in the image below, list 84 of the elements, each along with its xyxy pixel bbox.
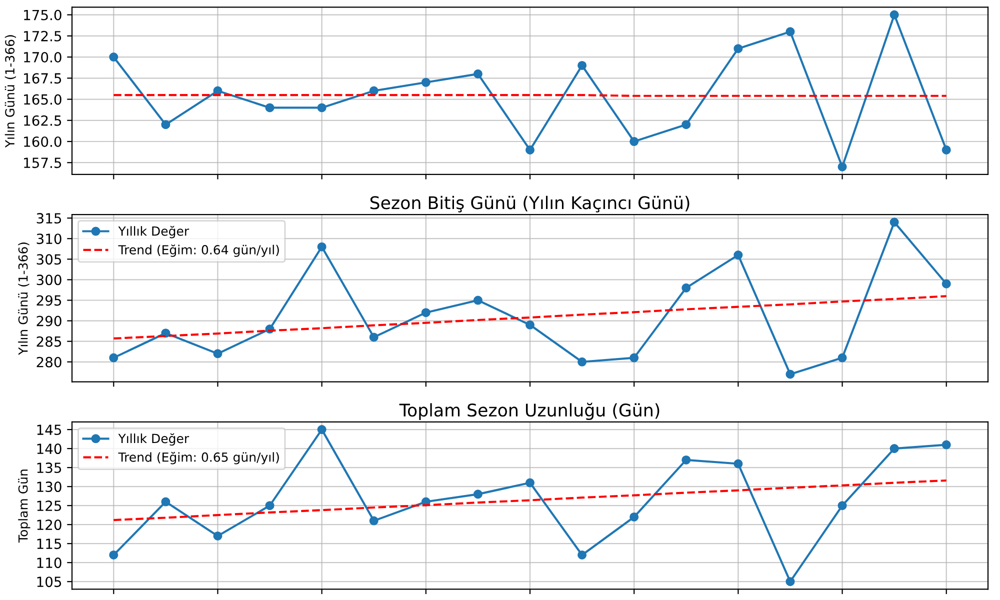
- point: [109, 52, 118, 62]
- point: [109, 550, 118, 560]
- y-tick-label: 162.5: [24, 115, 62, 126]
- point: [213, 86, 222, 96]
- point: [369, 332, 378, 342]
- y-tick-label: 175.0: [24, 10, 62, 20]
- y-tick-label: 305: [36, 254, 62, 265]
- chart-title: Sezon Bitiş Günü (Yılın Kaçıncı Günü): [370, 196, 690, 212]
- point: [734, 44, 743, 54]
- point: [525, 320, 535, 330]
- y-tick-label: 300: [36, 274, 62, 286]
- y-tick-label: 120: [37, 520, 62, 530]
- line-series: [112, 295, 948, 340]
- y-tick-label: 315: [36, 213, 62, 224]
- y-tick-label: 130: [37, 482, 62, 492]
- y-tick-label: 145: [37, 424, 62, 436]
- point: [473, 490, 482, 499]
- point: [213, 531, 222, 540]
- point: [265, 103, 274, 112]
- y-tick-label: 135: [37, 462, 62, 474]
- point: [838, 162, 847, 172]
- point: [578, 550, 587, 560]
- point: [890, 10, 899, 20]
- point: [473, 69, 482, 78]
- point: [682, 283, 691, 292]
- line-series: [112, 479, 948, 522]
- y-tick-label: 310: [36, 234, 62, 244]
- y-tick-label: 125: [37, 500, 62, 512]
- y-axis-title: Yılın Günü (1-366): [18, 242, 30, 355]
- point: [838, 501, 847, 510]
- legend-label: Yıllık Değer: [118, 433, 190, 446]
- point: [682, 455, 691, 464]
- point: [213, 349, 222, 358]
- y-tick-label: 280: [36, 356, 62, 368]
- legend-label: Trend (Eğim: 0.64 gün/yıl): [118, 244, 279, 257]
- y-tick-label: 165.0: [24, 94, 62, 105]
- y-tick-label: 295: [36, 295, 62, 306]
- point: [942, 279, 951, 288]
- point: [578, 60, 587, 70]
- y-tick-label: 172.5: [24, 30, 62, 42]
- point: [265, 501, 274, 510]
- point: [161, 497, 170, 506]
- point: [369, 86, 378, 96]
- point: [317, 242, 326, 252]
- point: [942, 145, 951, 154]
- y-tick-label: 110: [37, 558, 62, 568]
- point: [630, 353, 639, 362]
- point: [682, 120, 691, 130]
- point: [317, 425, 326, 434]
- y-tick-label: 290: [36, 316, 62, 326]
- point: [942, 440, 951, 450]
- point: [421, 78, 430, 87]
- point: [369, 516, 378, 526]
- point: [630, 512, 639, 522]
- point: [890, 218, 899, 227]
- point: [786, 577, 795, 586]
- point: [734, 250, 743, 260]
- y-tick-label: 285: [36, 336, 62, 347]
- point: [317, 103, 326, 112]
- point: [578, 357, 587, 366]
- point: [630, 136, 639, 146]
- y-tick-label: 160.0: [24, 136, 62, 147]
- point: [786, 370, 795, 379]
- y-tick-label: 115: [37, 538, 62, 550]
- legend-label: Trend (Eğim: 0.65 gün/yıl): [118, 452, 279, 464]
- point: [421, 308, 430, 318]
- point: [525, 145, 535, 154]
- chart-title: Toplam Sezon Uzunluğu (Gün): [399, 402, 660, 420]
- point: [786, 27, 795, 36]
- point: [525, 478, 535, 488]
- point: [838, 353, 847, 362]
- y-tick-label: 157.5: [24, 158, 62, 168]
- point: [161, 120, 170, 130]
- point: [734, 459, 743, 468]
- point: [109, 353, 118, 362]
- y-tick-label: 105: [37, 576, 62, 588]
- y-tick-label: 140: [37, 444, 62, 454]
- y-axis-title: Toplam Gün: [18, 470, 30, 543]
- y-tick-label: 167.5: [24, 73, 62, 84]
- y-axis-title: Yılın Günü (1-366): [4, 35, 16, 148]
- legend-label: Yıllık Değer: [118, 226, 190, 238]
- point: [473, 296, 482, 305]
- y-tick-label: 170.0: [24, 52, 62, 63]
- point: [890, 444, 899, 454]
